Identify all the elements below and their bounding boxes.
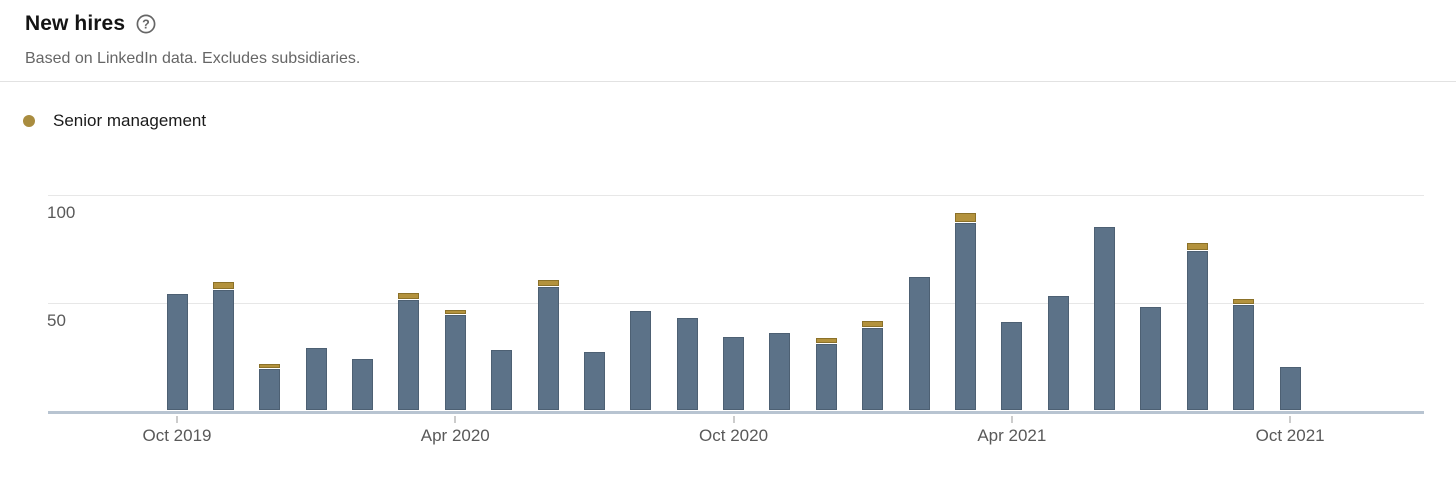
chart-subtitle: Based on LinkedIn data. Excludes subsidi… [25, 50, 361, 67]
bar-segment-senior-management[interactable] [212, 282, 234, 289]
chart-area: 50 100 Oct 2019 Apr 2020 Oct 2020 Apr 2021 Oct… [0, 185, 1456, 470]
bar-segment-senior-management[interactable] [537, 279, 559, 287]
gridline [48, 302, 1424, 304]
legend-item-label: Senior management [53, 111, 207, 130]
legend-dot-icon [23, 115, 35, 127]
legend-item-senior-management[interactable]: Senior management [23, 111, 206, 131]
x-axis-baseline [48, 410, 1424, 414]
bar-segment-new-hires[interactable] [954, 222, 976, 411]
bar-segment-senior-management[interactable] [444, 310, 466, 315]
y-axis-label: 100 [47, 202, 76, 222]
bar-segment-new-hires[interactable] [1140, 306, 1162, 411]
bar-segment-new-hires[interactable] [908, 276, 930, 411]
svg-text:?: ? [142, 17, 150, 31]
bar-segment-senior-management[interactable] [815, 338, 837, 343]
x-axis-label: Oct 2019 [142, 425, 212, 445]
bar-segment-new-hires[interactable] [537, 287, 559, 411]
x-axis-tick [176, 415, 178, 423]
bar-segment-new-hires[interactable] [166, 293, 188, 411]
bar-segment-new-hires[interactable] [583, 352, 605, 411]
bar-segment-senior-management[interactable] [1233, 299, 1255, 304]
x-axis-tick [454, 415, 457, 423]
bar-segment-new-hires[interactable] [676, 317, 698, 411]
bar-segment-new-hires[interactable] [1279, 367, 1301, 411]
help-icon[interactable]: ? [135, 13, 157, 35]
bar-segment-senior-management[interactable] [1186, 243, 1208, 250]
bar-segment-new-hires[interactable] [212, 289, 234, 411]
x-axis-label: Apr 2021 [977, 425, 1047, 445]
bar-segment-senior-management[interactable] [862, 320, 884, 328]
bar-segment-new-hires[interactable] [723, 337, 745, 411]
bar-segment-new-hires[interactable] [769, 332, 791, 411]
bar-segment-new-hires[interactable] [444, 315, 466, 411]
bar-segment-new-hires[interactable] [305, 347, 327, 411]
chart-header: New hires ? [25, 12, 157, 36]
x-axis-label: Oct 2020 [699, 425, 769, 445]
bar-segment-new-hires[interactable] [398, 300, 420, 411]
bar-segment-new-hires[interactable] [630, 311, 652, 411]
bar-segment-new-hires[interactable] [1186, 250, 1208, 411]
page-title: New hires [25, 12, 126, 35]
bar-segment-senior-management[interactable] [259, 364, 281, 369]
header-divider [0, 81, 1456, 82]
x-axis-tick [1010, 415, 1013, 423]
bar-segment-new-hires[interactable] [862, 328, 884, 411]
bar-segment-new-hires[interactable] [491, 350, 513, 411]
bar-segment-new-hires[interactable] [1233, 304, 1255, 411]
x-axis-label: Apr 2020 [420, 425, 490, 445]
bar-segment-new-hires[interactable] [1001, 321, 1023, 411]
x-axis-label: Oct 2021 [1255, 425, 1325, 445]
gridline [48, 194, 1424, 196]
bar-segment-new-hires[interactable] [815, 343, 837, 411]
bar-segment-senior-management[interactable] [398, 292, 420, 300]
x-axis-tick [732, 415, 735, 423]
bar-segment-new-hires[interactable] [352, 358, 374, 411]
y-axis-label: 50 [47, 310, 66, 330]
chart-legend: Senior management [23, 111, 206, 131]
bar-segment-new-hires[interactable] [259, 369, 281, 411]
x-axis-tick [1289, 415, 1292, 423]
bar-segment-new-hires[interactable] [1094, 226, 1116, 411]
bar-segment-senior-management[interactable] [954, 212, 976, 222]
bar-segment-new-hires[interactable] [1047, 296, 1069, 411]
